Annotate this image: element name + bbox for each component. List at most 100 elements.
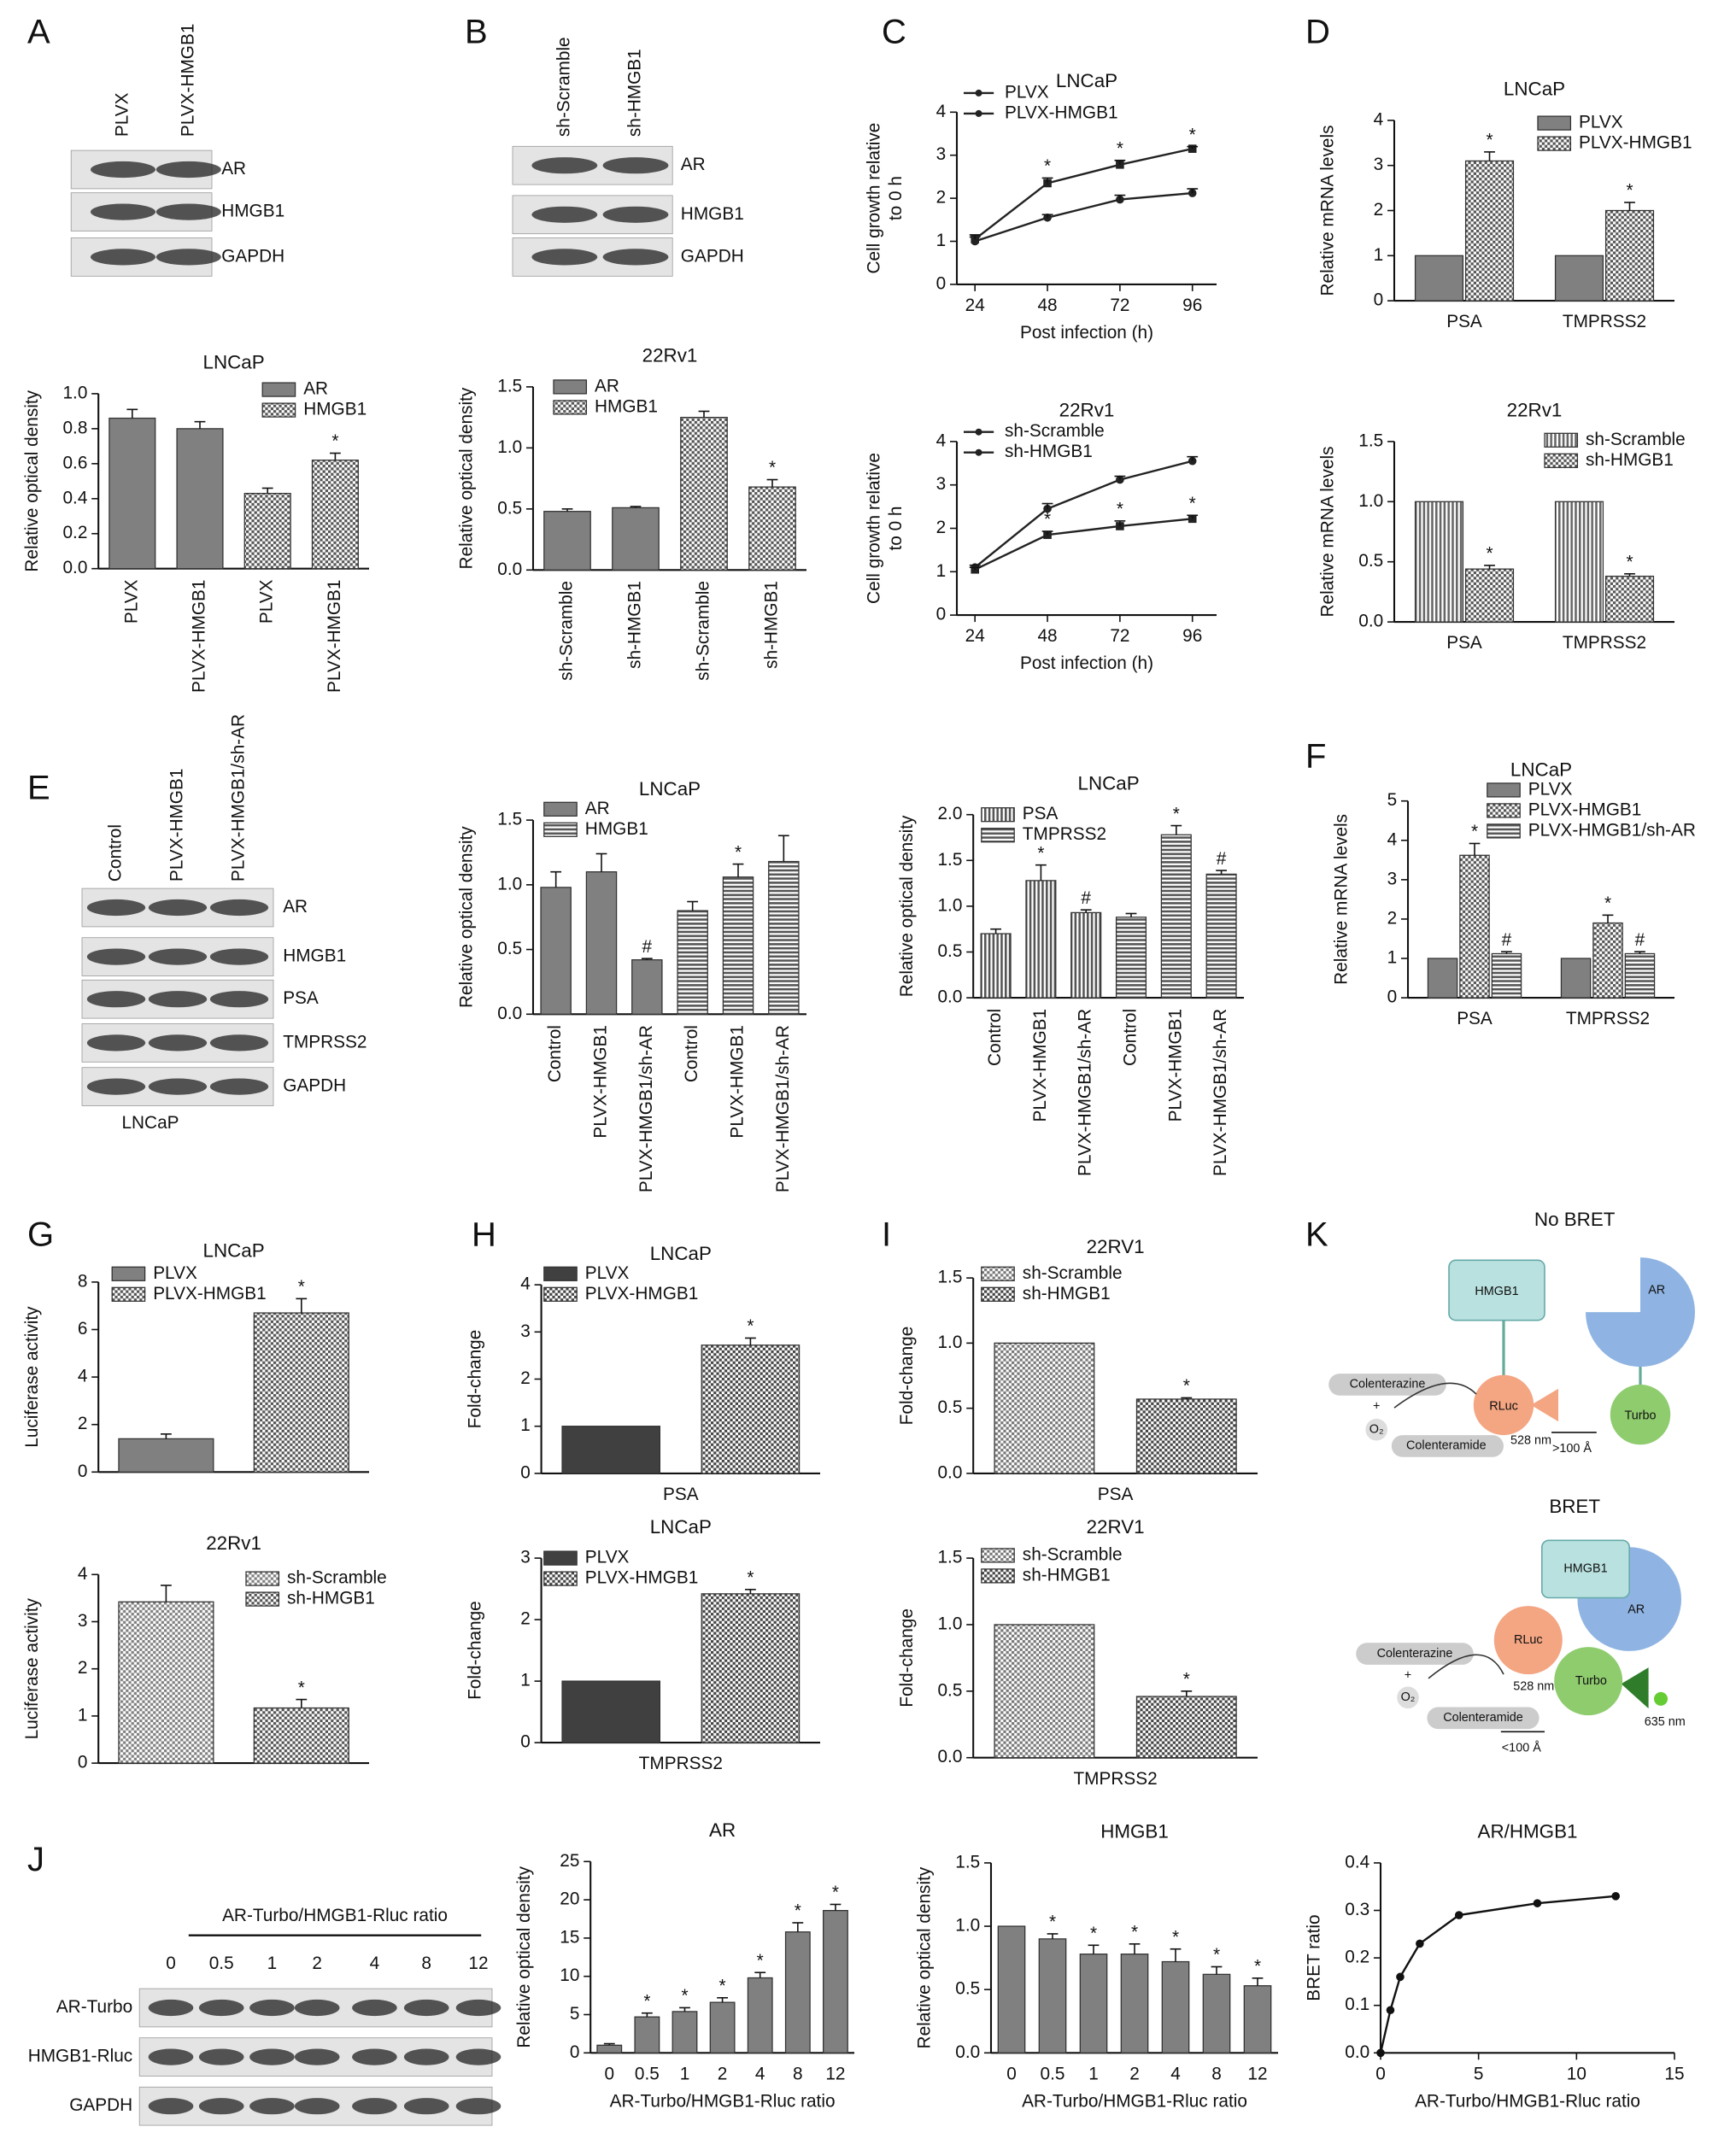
bar bbox=[701, 1344, 801, 1474]
annotation: * bbox=[1189, 494, 1196, 513]
band bbox=[155, 161, 221, 179]
x-tick-label: 2 bbox=[1129, 2064, 1140, 2083]
chart-title: 22Rv1 bbox=[642, 345, 698, 366]
product bbox=[1391, 1435, 1504, 1457]
plus: + bbox=[1373, 1399, 1380, 1413]
band bbox=[249, 2048, 295, 2065]
reaction-arrow bbox=[1393, 1382, 1477, 1409]
y-tick-label: 0.5 bbox=[1358, 551, 1383, 571]
legend-label: PLVX-HMGB1 bbox=[153, 1284, 267, 1303]
bar bbox=[1427, 958, 1458, 999]
column-label: 8 bbox=[421, 1954, 431, 1973]
x-tick-label: 96 bbox=[1182, 626, 1202, 646]
y-tick-label: 1.5 bbox=[497, 376, 522, 395]
y-tick-label: 5 bbox=[570, 2004, 580, 2024]
row-label: HMGB1-Rluc bbox=[28, 2047, 133, 2066]
band bbox=[602, 157, 669, 174]
y-tick-label: 4 bbox=[1374, 109, 1384, 129]
band bbox=[91, 203, 155, 220]
bar bbox=[1459, 854, 1490, 999]
band bbox=[198, 1999, 244, 2017]
row-label: AR bbox=[283, 897, 308, 917]
donor-label: RLuc bbox=[1489, 1399, 1518, 1413]
y-tick-label: 2.0 bbox=[937, 804, 962, 823]
x-axis-label: TMPRSS2 bbox=[1073, 1769, 1157, 1789]
annotation: * bbox=[298, 1678, 305, 1697]
band bbox=[148, 899, 208, 917]
y-tick-label: 25 bbox=[560, 1851, 579, 1871]
bar bbox=[108, 417, 156, 570]
x-tick-label: 10 bbox=[1567, 2064, 1586, 2083]
annotation: * bbox=[1471, 822, 1478, 841]
y-tick-label: 3 bbox=[520, 1321, 531, 1341]
y-tick-label: 3 bbox=[1387, 869, 1398, 888]
bar bbox=[585, 871, 618, 1015]
panel-letter: I bbox=[882, 1216, 891, 1254]
x-axis-label: AR-Turbo/HMGB1-Rluc ratio bbox=[610, 2091, 836, 2111]
chart: 22Rv1 Cell growth relative to 0 h 0 1 2 3 4 Post… bbox=[865, 400, 1217, 673]
x-axis-label: TMPRSS2 bbox=[639, 1754, 723, 1773]
legend-swatch bbox=[981, 1568, 1015, 1584]
panel-letter: E bbox=[27, 769, 50, 806]
legend-label: sh-HMGB1 bbox=[1005, 442, 1093, 461]
y-tick-label: 3 bbox=[936, 474, 947, 494]
y-tick-label: 3 bbox=[936, 144, 947, 164]
x-tick-label: 72 bbox=[1110, 626, 1129, 646]
row-label: AR-Turbo bbox=[56, 1997, 132, 2017]
x-axis-label: Post infection (h) bbox=[1020, 323, 1153, 343]
band bbox=[455, 2098, 501, 2115]
y-tick-label: 0.0 bbox=[1345, 2042, 1369, 2062]
chart-title: LNCaP bbox=[203, 1240, 265, 1262]
diagram-title: No BRET bbox=[1534, 1209, 1616, 1230]
band bbox=[148, 948, 208, 965]
bar bbox=[823, 1910, 848, 2053]
y-tick-label: 4 bbox=[936, 431, 947, 450]
row-label: HMGB1 bbox=[221, 202, 284, 221]
y-tick-label: 4 bbox=[78, 1367, 88, 1386]
y-tick-label: 4 bbox=[1387, 829, 1398, 849]
y-tick-label: 0.1 bbox=[1345, 1995, 1369, 2014]
x-tick-label: Control bbox=[682, 1025, 701, 1082]
panel-letter: C bbox=[882, 14, 906, 51]
bar bbox=[677, 910, 708, 1015]
legend-label: PLVX-HMGB1/sh-AR bbox=[1528, 820, 1696, 840]
band bbox=[455, 1999, 501, 2017]
legend-swatch bbox=[261, 382, 296, 397]
legend-label: sh-HMGB1 bbox=[1023, 1284, 1111, 1303]
legend-swatch bbox=[543, 1266, 578, 1281]
x-tick-label: sh-Scramble bbox=[694, 581, 713, 681]
row-label: TMPRSS2 bbox=[283, 1032, 367, 1052]
line bbox=[974, 518, 1193, 571]
band bbox=[91, 161, 155, 179]
oxygen bbox=[1365, 1418, 1387, 1441]
panel-letter: K bbox=[1305, 1216, 1328, 1254]
legend-label: AR bbox=[595, 376, 619, 395]
legend-label: sh-HMGB1 bbox=[1586, 450, 1674, 470]
chart-title: 22Rv1 bbox=[1059, 400, 1115, 421]
bar bbox=[540, 887, 572, 1015]
band bbox=[148, 1034, 208, 1052]
bar bbox=[722, 876, 754, 1015]
row-label: GAPDH bbox=[69, 2095, 132, 2115]
chart: LNCaP Relative optical density 0.0 0.2 0.4 0.… bbox=[22, 352, 369, 693]
bar bbox=[311, 460, 359, 570]
x-tick-label: 5 bbox=[1474, 2064, 1484, 2083]
panel-letter: D bbox=[1305, 14, 1330, 51]
bar bbox=[748, 486, 796, 571]
y-tick-label: 2 bbox=[936, 188, 947, 208]
x-tick-label: Control bbox=[1121, 1009, 1141, 1066]
point bbox=[1454, 1911, 1463, 1919]
emission-label: 635 nm bbox=[1645, 1715, 1686, 1729]
panel-letter: H bbox=[472, 1216, 496, 1254]
column-label: PLVX-HMGB1 bbox=[167, 769, 187, 882]
chart-title: LNCaP bbox=[1504, 79, 1565, 100]
y-tick-label: 0.5 bbox=[937, 1680, 962, 1700]
bar bbox=[1115, 917, 1147, 999]
y-axis-label: to 0 h bbox=[886, 176, 906, 220]
line bbox=[974, 460, 1194, 569]
y-tick-label: 2 bbox=[936, 518, 947, 537]
band bbox=[91, 249, 155, 266]
annotation: * bbox=[747, 1316, 754, 1336]
protein-label: HMGB1 bbox=[1475, 1285, 1518, 1298]
chart: LNCaP Relative optical density 0.0 0.5 1.0 1.… bbox=[457, 778, 806, 1192]
